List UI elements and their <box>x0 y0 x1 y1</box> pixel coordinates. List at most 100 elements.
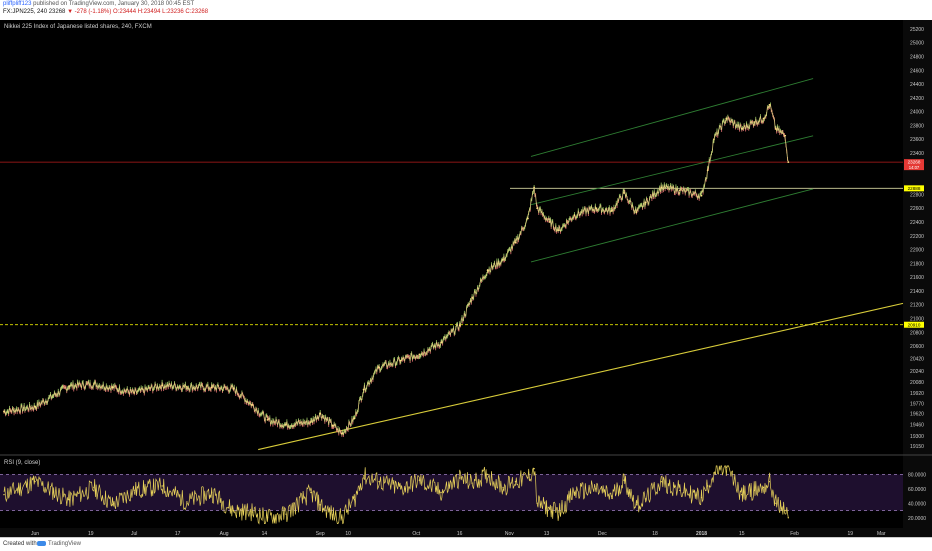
price-point <box>660 186 663 189</box>
tradingview-icon <box>37 541 46 546</box>
rsi-point <box>418 479 421 481</box>
rsi-point <box>3 493 5 496</box>
chart-background <box>0 20 903 528</box>
rsi-point <box>527 476 529 479</box>
price-point <box>186 385 188 388</box>
rsi-point <box>787 517 789 519</box>
price-point <box>527 217 529 220</box>
price-point <box>558 229 560 232</box>
price-tick-label: 22000 <box>910 248 924 254</box>
price-tick-label: 25000 <box>910 41 924 47</box>
price-tick-label: 23400 <box>910 151 924 157</box>
price-label: 20910 <box>908 322 921 327</box>
price-tick-label: 20240 <box>910 369 924 375</box>
rsi-point <box>68 499 70 501</box>
time-tick-label: 13 <box>544 531 550 537</box>
time-tick-label: Oct <box>412 531 420 537</box>
time-tick-label: 10 <box>345 531 351 537</box>
rsi-point <box>700 496 703 499</box>
price-tick-label: 22200 <box>910 234 924 240</box>
price-tick-label: 19770 <box>910 401 924 407</box>
time-tick-label: 16 <box>457 531 463 537</box>
price-tick-label: 22600 <box>910 206 924 212</box>
rsi-point <box>266 517 269 519</box>
price-point <box>111 386 114 389</box>
price-tick-label: 25200 <box>910 27 924 33</box>
price-label: 22888 <box>908 186 921 191</box>
price-tick-label: 24600 <box>910 68 924 74</box>
price-tick-label: 21400 <box>910 289 924 295</box>
rsi-point <box>378 480 380 483</box>
rsi-point <box>251 511 253 513</box>
price-point <box>319 412 322 415</box>
time-tick-label: Feb <box>790 531 799 537</box>
rsi-point <box>573 491 576 494</box>
price-point <box>133 392 136 394</box>
time-tick-label: Jul <box>131 531 137 537</box>
price-point <box>471 296 473 299</box>
rsi-point <box>753 489 755 492</box>
symbol-label: FX:JPN225, 240 <box>3 9 48 15</box>
chart-header: pliffpliff123 published on TradingView.c… <box>0 0 932 20</box>
price-point <box>310 421 312 423</box>
price-point <box>533 186 535 189</box>
rsi-point <box>762 486 765 489</box>
price-tick-label: 22800 <box>910 192 924 198</box>
rsi-point <box>502 486 504 489</box>
rsi-point <box>725 466 727 468</box>
price-tick-label: 23800 <box>910 123 924 129</box>
rsi-tick-label: 60.0000 <box>908 487 926 493</box>
time-tick-label: 19 <box>88 531 94 537</box>
rsi-point <box>232 509 235 512</box>
rsi-point <box>400 488 402 490</box>
tradingview-logo[interactable]: TradingView <box>37 541 81 547</box>
price-tick-label: 19460 <box>910 423 924 429</box>
rsi-point <box>161 485 163 487</box>
price-tick-label: 19300 <box>910 434 924 440</box>
rsi-point <box>533 467 535 470</box>
price-point <box>502 259 504 261</box>
price-tick-label: 21200 <box>910 303 924 309</box>
price-point <box>3 410 5 413</box>
price-axis <box>903 20 932 528</box>
price-tick-label: 21000 <box>910 317 924 323</box>
price-point <box>68 385 70 388</box>
price-point <box>331 424 334 427</box>
price-point <box>353 417 356 420</box>
author-link[interactable]: pliffpliff123 <box>3 1 32 7</box>
rsi-point <box>34 480 36 483</box>
channel-mid <box>530 135 814 206</box>
rsi-point <box>769 480 771 483</box>
price-tick-label: 19920 <box>910 391 924 397</box>
rsi-point <box>623 479 625 481</box>
rsi-tick-label: 40.0000 <box>908 501 926 507</box>
price-point <box>784 134 787 137</box>
price-tick-label: 20600 <box>910 344 924 350</box>
rsi-point <box>459 477 461 479</box>
price-point <box>635 211 638 214</box>
price-point <box>251 403 253 406</box>
rsi-tick-label: 20.0000 <box>908 516 926 522</box>
time-tick-label: 18 <box>652 531 658 537</box>
time-tick-label: Nov <box>505 531 514 537</box>
rsi-point <box>362 475 365 477</box>
time-tick-label: 15 <box>739 531 745 537</box>
channel-lower <box>530 188 814 263</box>
time-tick-label: 19 <box>848 531 854 537</box>
price-tick-label: 20800 <box>910 330 924 336</box>
channel-upper <box>530 78 814 157</box>
rsi-point <box>186 501 188 503</box>
price-tick-label: 23600 <box>910 137 924 143</box>
price-tick-label: 21800 <box>910 261 924 267</box>
price-point <box>610 210 613 212</box>
time-tick-label: Mar <box>877 531 886 537</box>
price-tick-label: 22400 <box>910 220 924 226</box>
time-tick-label: 17 <box>175 531 181 537</box>
rsi-point <box>211 491 213 494</box>
rsi-band <box>0 474 903 511</box>
rsi-tick-label: 80.0000 <box>908 472 926 478</box>
rsi-point <box>610 495 613 497</box>
rsi-point <box>558 511 560 513</box>
rsi-point <box>471 482 473 484</box>
